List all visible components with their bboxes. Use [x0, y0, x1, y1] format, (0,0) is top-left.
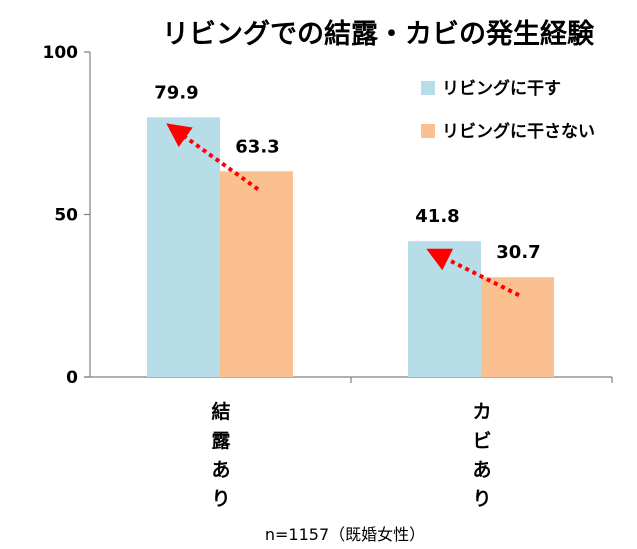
bar: [220, 171, 293, 377]
y-tick-label: 0: [66, 368, 78, 388]
legend-swatch: [421, 81, 435, 95]
bar: [481, 277, 554, 377]
y-tick-label: 50: [54, 206, 78, 226]
bar-value-label: 63.3: [235, 136, 279, 157]
comparison-arrow: [166, 123, 260, 191]
x-category-label: カビあり: [472, 401, 491, 510]
bar: [408, 241, 481, 377]
chart-title: リビングでの結露・カビの発生経験: [162, 18, 595, 50]
legend-label: リビングに干さない: [442, 121, 595, 142]
sample-note: n=1157（既婚女性）: [265, 525, 425, 544]
legend-swatch: [421, 124, 435, 138]
legend-label: リビングに干す: [442, 78, 561, 99]
bar-value-label: 30.7: [496, 242, 540, 263]
y-tick-label: 100: [43, 43, 79, 63]
x-category-label: 結露あり: [211, 400, 231, 510]
bar-value-label: 79.9: [154, 82, 198, 103]
bar: [147, 117, 220, 377]
bar-value-label: 41.8: [415, 206, 459, 227]
